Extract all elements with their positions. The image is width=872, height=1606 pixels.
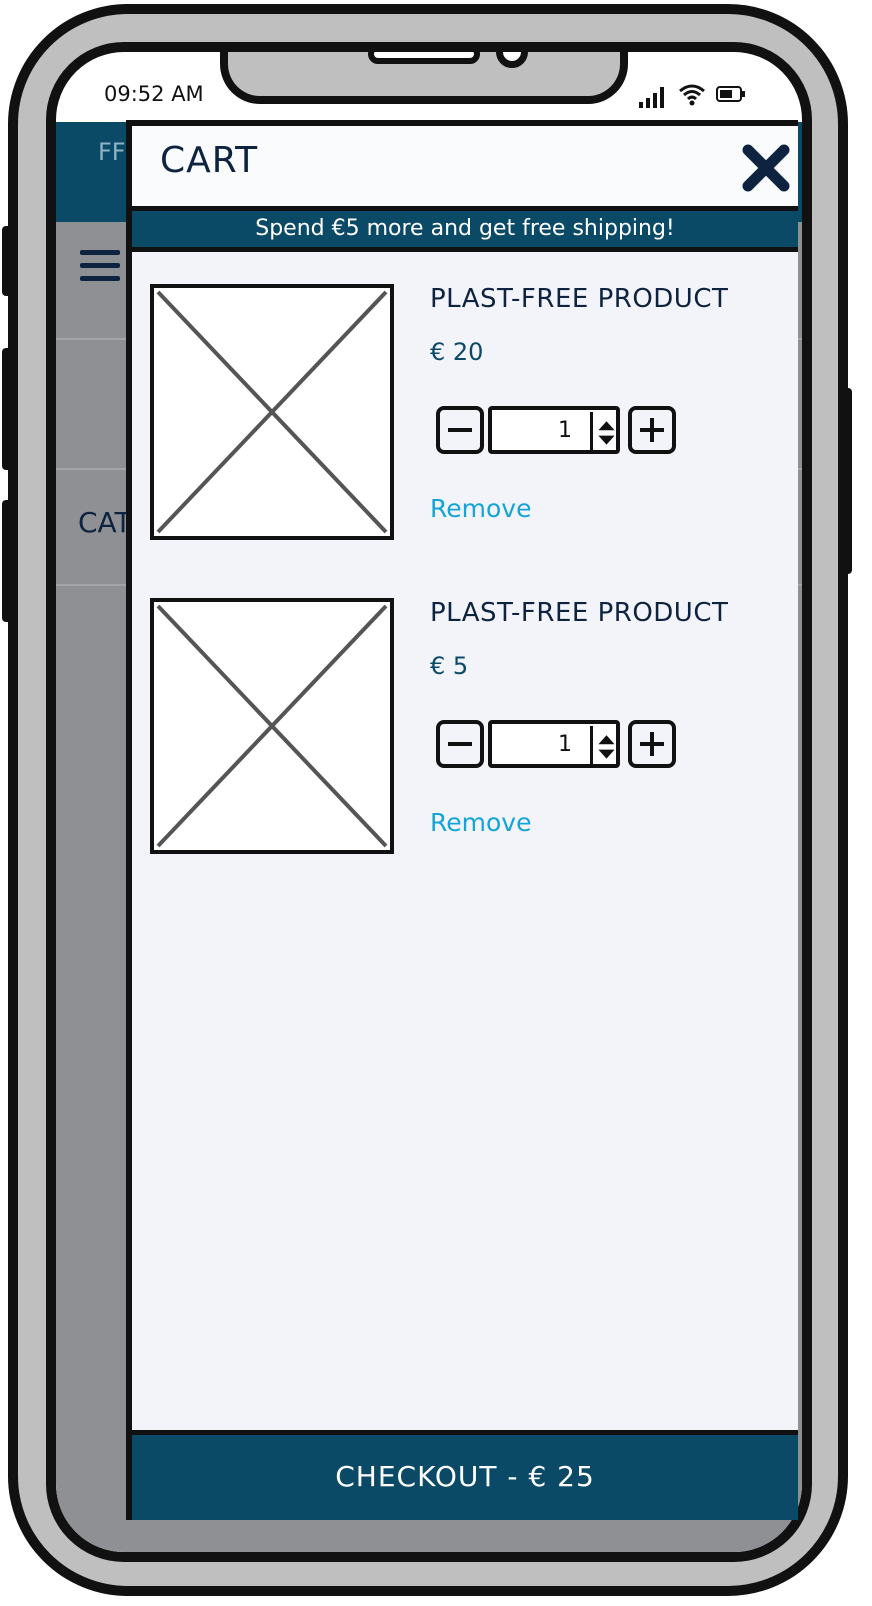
minus-icon[interactable] [436,720,484,768]
product-price: € 5 [430,652,469,680]
product-name: PLAST-FREE PRODUCT [430,284,729,314]
product-price: € 20 [430,338,484,366]
cart-item: PLAST-FREE PRODUCT € 5 1 Remove [132,594,798,864]
phone-side-button [2,500,12,622]
close-icon[interactable] [740,142,792,194]
free-shipping-banner: Spend €5 more and get free shipping! [132,206,798,252]
plus-icon[interactable] [628,406,676,454]
quantity-field[interactable]: 1 [488,720,620,768]
camera [496,52,528,68]
quantity-value: 1 [558,732,572,757]
app-brand: FF [98,138,126,166]
image-placeholder-icon [150,598,394,854]
signal-icon [639,87,664,108]
remove-link[interactable]: Remove [430,494,532,523]
plus-icon[interactable] [628,720,676,768]
cart-drawer: CART Spend €5 more and get free shipping… [126,120,798,1520]
menu-icon[interactable] [80,250,120,289]
status-time: 09:52 AM [104,82,204,106]
cart-header: CART [132,120,798,206]
image-placeholder-icon [150,284,394,540]
checkout-button[interactable]: CHECKOUT - € 25 [132,1430,798,1520]
cart-item: PLAST-FREE PRODUCT € 20 1 Remove [132,280,798,550]
quantity-value: 1 [558,418,572,443]
minus-icon[interactable] [436,406,484,454]
phone-power-button [840,388,852,574]
app-category-label: CAT [78,506,132,539]
phone-side-button [2,348,12,470]
wifi-icon [679,84,705,106]
battery-icon [716,86,745,102]
spinner-icon[interactable] [590,726,620,766]
quantity-field[interactable]: 1 [488,406,620,454]
remove-link[interactable]: Remove [430,808,532,837]
phone-side-button [2,226,12,296]
product-name: PLAST-FREE PRODUCT [430,598,729,628]
notch [220,52,628,104]
cart-title: CART [160,140,259,181]
spinner-icon[interactable] [590,412,620,452]
speaker [368,52,480,64]
